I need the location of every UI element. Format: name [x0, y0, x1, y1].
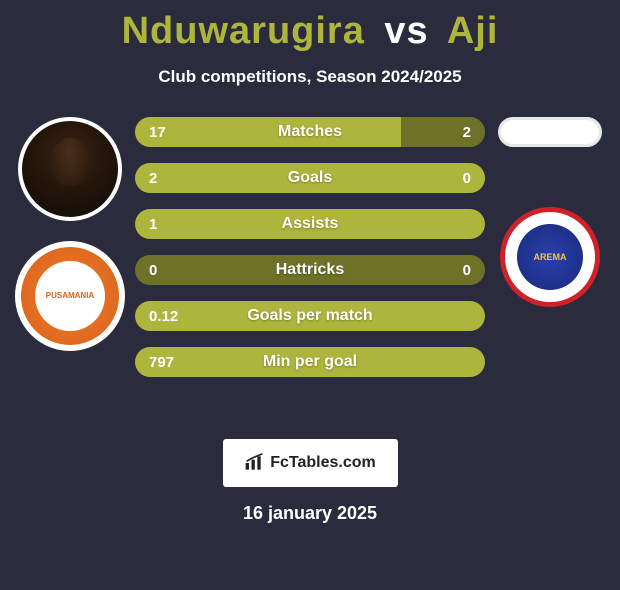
player-avatar-left	[18, 117, 122, 221]
stat-row: 0.12Goals per match	[135, 301, 485, 331]
stat-label: Matches	[135, 117, 485, 147]
title-player2: Aji	[447, 10, 499, 52]
player-avatar-right	[498, 117, 602, 147]
stat-label: Hattricks	[135, 255, 485, 285]
stat-label: Min per goal	[135, 347, 485, 377]
title-vs: vs	[384, 10, 428, 52]
stat-row: 00Hattricks	[135, 255, 485, 285]
stat-row: 172Matches	[135, 117, 485, 147]
club-logo-right-label: AREMA	[517, 224, 584, 291]
title-player1: Nduwarugira	[122, 10, 365, 52]
club-logo-right: AREMA	[500, 207, 600, 307]
stat-row: 1Assists	[135, 209, 485, 239]
stat-row: 20Goals	[135, 163, 485, 193]
left-column: PUSAMANIA	[10, 117, 130, 351]
stat-bars: 172Matches 20Goals 1Assists 00Hattricks 0.12…	[135, 117, 485, 377]
stat-row: 797Min per goal	[135, 347, 485, 377]
brand-badge: FcTables.com	[223, 439, 398, 487]
comparison-content: PUSAMANIA AREMA 172Matches 20Goals 1Assist…	[0, 117, 620, 417]
page-title: Nduwarugira vs Aji	[0, 10, 620, 53]
chart-icon	[244, 453, 264, 473]
club-logo-left: PUSAMANIA	[15, 241, 125, 351]
stat-label: Goals	[135, 163, 485, 193]
stat-label: Goals per match	[135, 301, 485, 331]
right-column: AREMA	[490, 117, 610, 307]
brand-text: FcTables.com	[270, 454, 376, 472]
generated-date: 16 january 2025	[0, 503, 620, 524]
subtitle: Club competitions, Season 2024/2025	[0, 67, 620, 87]
club-logo-left-label: PUSAMANIA	[35, 261, 106, 332]
stat-label: Assists	[135, 209, 485, 239]
